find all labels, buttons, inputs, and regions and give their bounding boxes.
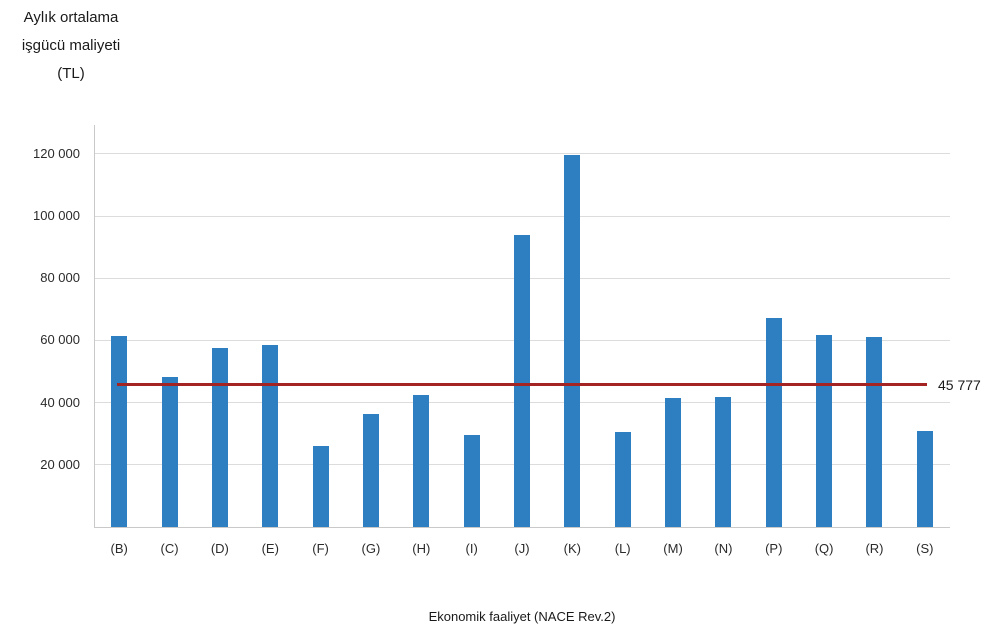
bar-(R)	[866, 337, 883, 527]
bar-(E)	[262, 345, 279, 527]
bar-(M)	[665, 397, 682, 527]
reference-line	[117, 383, 927, 387]
x-axis-tick-label: (P)	[765, 541, 783, 556]
y-axis-title-line1: Aylık ortalama	[23, 9, 119, 26]
x-axis-tick-label: (C)	[160, 541, 179, 556]
x-axis-tick-label: (F)	[312, 541, 329, 556]
x-axis-tick-label: (K)	[563, 541, 582, 556]
bar-(D)	[211, 347, 228, 527]
y-axis-tick-label: 80 000	[40, 270, 80, 286]
bar-(K)	[564, 154, 581, 527]
x-axis-tick-label: (I)	[465, 541, 478, 556]
y-axis-tick-label: 40 000	[40, 394, 80, 410]
x-axis-tick-label: (D)	[210, 541, 229, 556]
y-axis-title-line2: işgücü maliyeti	[21, 37, 121, 54]
x-axis-tick-label: (Q)	[814, 541, 834, 556]
bar-(H)	[413, 394, 430, 527]
bar-(N)	[715, 397, 732, 527]
x-axis-line	[94, 527, 950, 528]
reference-line-label: 45 777	[938, 377, 981, 393]
y-axis-tick-label: 120 000	[33, 145, 80, 161]
bar-(G)	[362, 413, 379, 527]
x-axis-tick-label: (L)	[614, 541, 631, 556]
x-axis-tick-label: (H)	[412, 541, 431, 556]
bar-(C)	[161, 376, 178, 527]
x-axis-tick-label: (J)	[514, 541, 530, 556]
y-axis-tick-label: 20 000	[40, 456, 80, 472]
bar-(P)	[765, 317, 782, 527]
bar-(I)	[463, 435, 480, 527]
x-axis-tick-label: (M)	[663, 541, 683, 556]
gridline	[94, 215, 950, 217]
bar-(F)	[312, 446, 329, 527]
y-axis-title: Aylık ortalama işgücü maliyeti (TL)	[6, 4, 136, 88]
bar-(S)	[916, 431, 933, 527]
x-axis-tick-label: (E)	[261, 541, 279, 556]
y-axis-title-line3: (TL)	[57, 65, 85, 82]
bar-(J)	[514, 234, 530, 527]
y-axis-tick-label: 60 000	[40, 332, 80, 348]
x-axis-tick-label: (G)	[361, 541, 381, 556]
bar-(B)	[111, 335, 128, 527]
bar-(L)	[614, 431, 631, 527]
x-axis-tick-label: (S)	[916, 541, 934, 556]
x-axis-tick-label: (B)	[110, 541, 128, 556]
x-axis-tick-label: (R)	[865, 541, 884, 556]
y-axis-tick-label: 100 000	[33, 208, 80, 224]
x-axis-title: Ekonomik faaliyet (NACE Rev.2)	[428, 609, 616, 624]
y-axis-line	[94, 125, 95, 527]
bar-(Q)	[816, 335, 833, 527]
gridline	[94, 153, 950, 155]
x-axis-tick-label: (N)	[714, 541, 733, 556]
